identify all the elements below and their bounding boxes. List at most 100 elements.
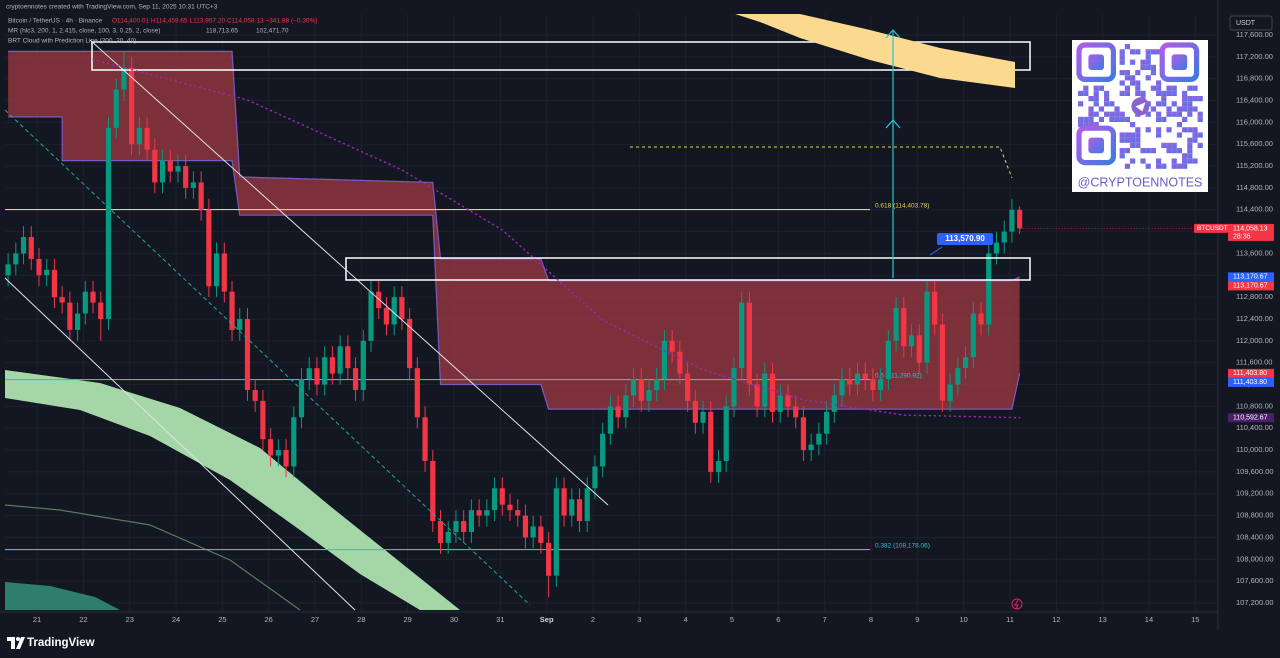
event-icon	[1011, 598, 1023, 610]
candle-body	[607, 406, 613, 434]
candle-body	[399, 297, 405, 319]
qr-module	[1135, 127, 1141, 133]
candle-body	[800, 417, 807, 451]
candle-body	[546, 542, 552, 576]
qr-module	[1166, 85, 1172, 91]
candle-body	[20, 237, 27, 254]
qr-module	[1161, 163, 1167, 169]
qr-module	[1187, 127, 1193, 133]
candle-body	[854, 373, 861, 385]
candle-body	[692, 400, 698, 423]
candle-body	[283, 450, 289, 467]
zone-box	[345, 257, 1031, 281]
qr-module	[1130, 59, 1136, 65]
price-tag-label: 111,403.80	[1233, 379, 1267, 386]
y-tick-label: 110,800.00	[1236, 401, 1273, 410]
qr-module	[1119, 111, 1125, 117]
x-tick-label: 21	[33, 615, 41, 624]
qr-module	[1171, 148, 1177, 154]
qr-module	[1098, 106, 1104, 112]
candle-body	[762, 373, 768, 407]
candle-body	[36, 258, 42, 276]
price-tag	[1228, 368, 1274, 378]
qr-module	[1114, 106, 1120, 112]
x-tick-label: 6	[776, 615, 780, 624]
qr-module	[1145, 75, 1151, 81]
x-tick-label: 13	[1098, 615, 1106, 624]
qr-module	[1156, 85, 1162, 91]
projection-line	[630, 146, 1013, 179]
qr-module	[1078, 90, 1084, 96]
qr-module	[1166, 148, 1172, 154]
qr-module	[1192, 106, 1198, 112]
candle-body	[538, 526, 544, 543]
qr-module	[1104, 111, 1110, 117]
candle-body	[955, 368, 961, 385]
qr-module	[1187, 148, 1193, 154]
y-tick-label: 116,000.00	[1236, 117, 1273, 126]
qr-module	[1124, 75, 1130, 81]
candle-body	[878, 379, 884, 390]
qr-module	[1145, 148, 1151, 154]
currency-box	[1229, 15, 1273, 31]
candle-body	[592, 466, 598, 489]
candle-body	[499, 488, 505, 505]
qr-module	[1171, 158, 1177, 164]
qr-module	[1109, 101, 1115, 107]
ohlc: O114,400.01 H114,459.65 L113,957.20 C114…	[112, 18, 318, 25]
qr-finder	[1076, 42, 1117, 83]
candle-body	[638, 379, 644, 401]
symbol-tag	[1194, 223, 1228, 233]
candle-body	[893, 308, 899, 341]
qr-module	[1083, 90, 1089, 96]
candle-body	[175, 166, 181, 172]
candle-body	[700, 411, 706, 423]
qr-finder	[1076, 125, 1117, 166]
candle-body	[785, 395, 791, 407]
symbol: Bitcoin / TetherUS · 4h · Binance	[8, 18, 103, 25]
qr-module	[1197, 142, 1203, 148]
qr-module	[1182, 127, 1188, 133]
price-tag	[1228, 272, 1274, 282]
candle-body	[823, 411, 830, 434]
qr-finder	[1171, 54, 1188, 70]
qr-handle: @CRYPTOENNOTES	[1078, 175, 1203, 189]
candle-body	[437, 521, 444, 543]
indicator-band	[5, 582, 120, 610]
qr-module	[1119, 80, 1125, 86]
qr-module	[1171, 142, 1177, 148]
currency: USDT	[1236, 20, 1256, 27]
qr-module	[1093, 101, 1099, 107]
candle-body	[862, 373, 868, 380]
candle-body	[939, 324, 946, 401]
candle-body	[553, 488, 559, 576]
trend-line	[4, 109, 531, 606]
qr-module	[1124, 90, 1130, 96]
candle-body	[453, 521, 459, 532]
qr-code: @CRYPTOENNOTES	[1072, 40, 1208, 192]
x-tick-label: 22	[79, 615, 87, 624]
candle-body	[630, 379, 637, 396]
candle-body	[383, 308, 390, 325]
qr-module	[1083, 122, 1089, 128]
candle-body	[754, 384, 760, 407]
qr-module	[1135, 132, 1141, 138]
candle-body	[82, 291, 88, 314]
qr-module	[1119, 148, 1125, 154]
candle-body	[129, 67, 135, 145]
price-tag-label: 113,170.67	[1233, 274, 1268, 281]
candle-body	[777, 395, 783, 412]
zone-box	[91, 41, 1031, 71]
candle-body	[715, 460, 722, 472]
candle-body	[746, 302, 752, 385]
qr-module	[1145, 111, 1151, 117]
y-tick-label: 112,400.00	[1236, 314, 1273, 323]
y-tick-label: 112,000.00	[1236, 336, 1273, 345]
qr-module	[1093, 90, 1099, 96]
y-tick-label: 108,800.00	[1236, 511, 1274, 520]
qr-module	[1093, 96, 1099, 102]
indicator-line	[4, 504, 301, 611]
qr-module	[1156, 132, 1162, 138]
candle-body	[708, 411, 714, 472]
x-tick-label: 9	[915, 615, 919, 624]
